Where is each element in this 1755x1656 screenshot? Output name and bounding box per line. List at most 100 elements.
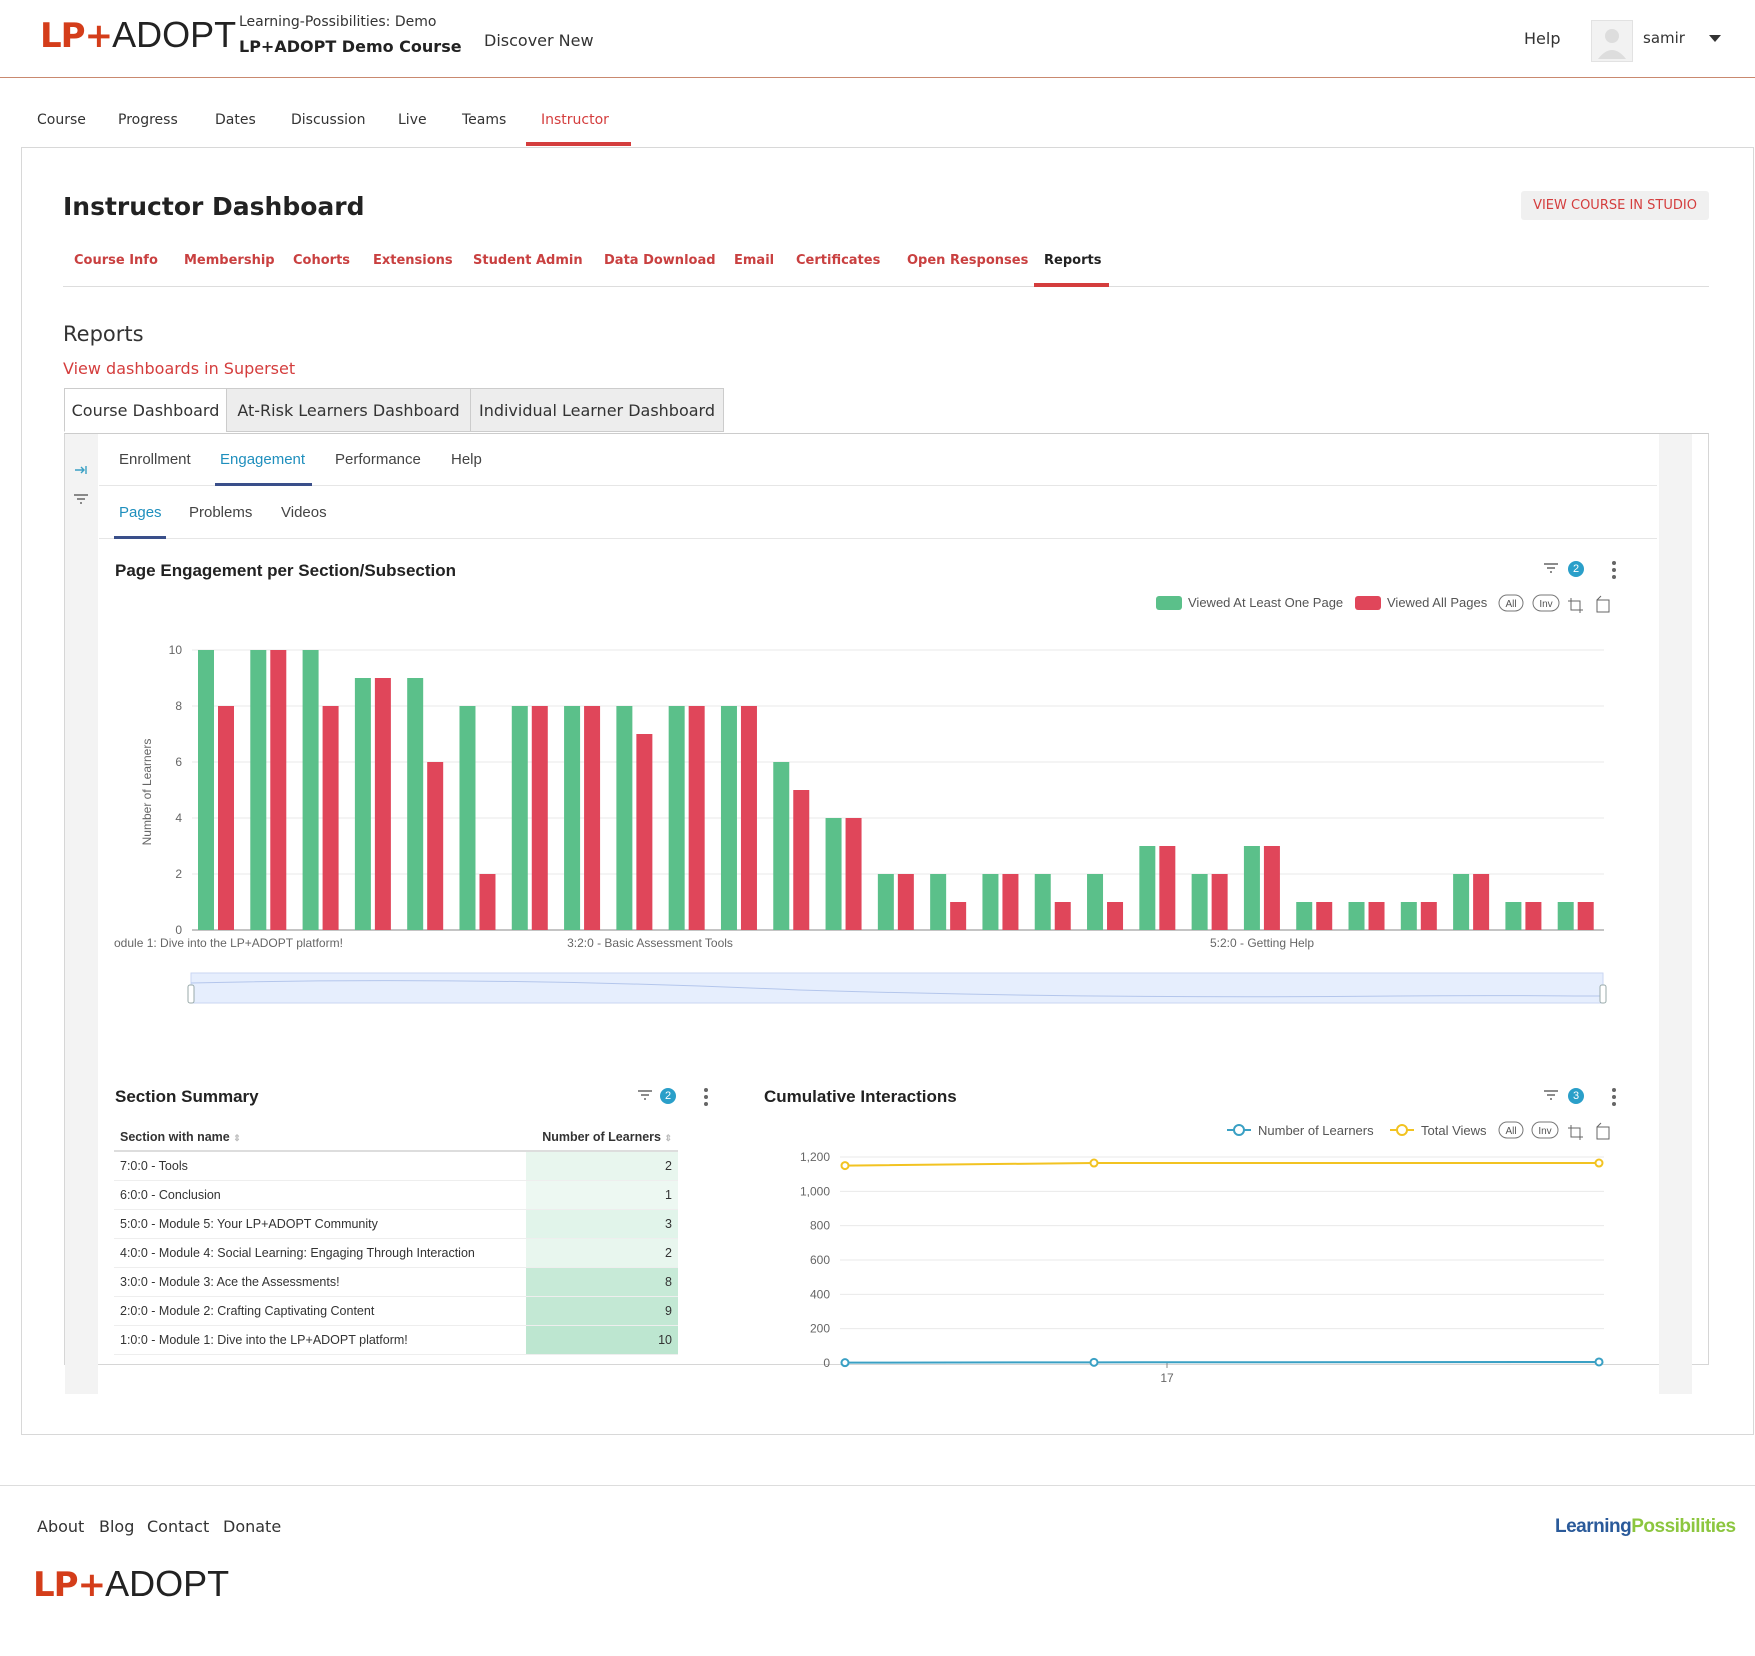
bar-viewed-one[interactable] (198, 650, 214, 930)
tab-instructor[interactable]: Instructor (541, 112, 609, 128)
series-line[interactable] (844, 1162, 1599, 1167)
bar-viewed-all[interactable] (1368, 902, 1385, 930)
bar-viewed-one[interactable] (1087, 874, 1104, 930)
bar-viewed-all[interactable] (1263, 846, 1280, 930)
tab-cohorts[interactable]: Cohorts (293, 253, 351, 268)
data-zoom-slider[interactable] (187, 972, 1607, 1004)
zoom-handle-left[interactable] (187, 984, 195, 1004)
bar-viewed-all[interactable] (688, 706, 705, 930)
bar-viewed-all[interactable] (1002, 874, 1019, 930)
tab-course-dashboard[interactable]: Course Dashboard (64, 388, 227, 432)
bar-viewed-one[interactable] (1505, 902, 1522, 930)
bar-viewed-all[interactable] (479, 874, 496, 930)
bar-viewed-one[interactable] (1557, 902, 1574, 930)
tab-enrollment[interactable]: Enrollment (119, 451, 191, 468)
bar-viewed-one[interactable] (1191, 874, 1208, 930)
bar-viewed-all[interactable] (374, 678, 391, 930)
more-options-icon[interactable] (1611, 1088, 1617, 1106)
bar-viewed-one[interactable] (720, 706, 737, 930)
tab-open-responses[interactable]: Open Responses (907, 253, 1029, 268)
tab-reports[interactable]: Reports (1044, 253, 1102, 268)
bar-viewed-one[interactable] (930, 874, 947, 930)
footer-logo[interactable]: LP+ADOPT (33, 1563, 229, 1605)
legend-label-viewed-all[interactable]: Viewed All Pages (1387, 595, 1488, 610)
bar-viewed-one[interactable] (407, 678, 424, 930)
zoom-reset-icon[interactable] (1596, 1122, 1610, 1140)
tab-at-risk-dashboard[interactable]: At-Risk Learners Dashboard (226, 388, 471, 432)
table-row[interactable]: 6:0:0 - Conclusion 1 (114, 1180, 678, 1210)
tab-individual-learner-dashboard[interactable]: Individual Learner Dashboard (470, 388, 724, 432)
table-row[interactable]: 2:0:0 - Module 2: Crafting Captivating C… (114, 1296, 678, 1326)
filter-count-badge[interactable]: 3 (1568, 1088, 1584, 1104)
legend-inv-pill[interactable] (1532, 594, 1560, 612)
zoom-icon[interactable] (1568, 1125, 1583, 1140)
tab-email[interactable]: Email (734, 253, 775, 268)
bar-viewed-one[interactable] (1400, 902, 1417, 930)
learning-possibilities-logo[interactable]: LearningPossibilities (1555, 1516, 1736, 1538)
col-section-header[interactable]: Section with name ⇕ (114, 1124, 526, 1152)
legend-label-learners[interactable]: Number of Learners (1258, 1123, 1374, 1138)
bar-viewed-all[interactable] (270, 650, 287, 930)
filter-count-badge[interactable]: 2 (1568, 561, 1584, 577)
footer-link-donate[interactable]: Donate (223, 1517, 282, 1536)
footer-link-blog[interactable]: Blog (99, 1517, 135, 1536)
bar-viewed-all[interactable] (1159, 846, 1176, 930)
bar-viewed-all[interactable] (531, 706, 548, 930)
legend-swatch-red[interactable] (1355, 596, 1381, 610)
tab-problems[interactable]: Problems (189, 504, 253, 521)
bar-viewed-one[interactable] (773, 762, 790, 930)
tab-pages[interactable]: Pages (119, 504, 162, 521)
view-in-studio-button[interactable]: VIEW COURSE IN STUDIO (1521, 191, 1709, 220)
tab-dates[interactable]: Dates (215, 112, 256, 128)
bar-viewed-all[interactable] (1420, 902, 1437, 930)
tab-course[interactable]: Course (37, 112, 86, 128)
footer-link-contact[interactable]: Contact (147, 1517, 210, 1536)
bar-viewed-one[interactable] (1348, 902, 1365, 930)
col-learners-header[interactable]: Number of Learners ⇕ (526, 1124, 678, 1152)
bar-viewed-one[interactable] (459, 706, 476, 930)
series-point[interactable] (840, 1358, 850, 1368)
series-point[interactable] (1089, 1357, 1099, 1367)
bar-viewed-one[interactable] (1139, 846, 1156, 930)
table-row[interactable]: 4:0:0 - Module 4: Social Learning: Engag… (114, 1238, 678, 1268)
bar-viewed-all[interactable] (950, 902, 967, 930)
zoom-track[interactable] (190, 972, 1604, 1004)
bar-viewed-one[interactable] (982, 874, 999, 930)
tab-performance[interactable]: Performance (335, 451, 421, 468)
tab-course-info[interactable]: Course Info (74, 253, 158, 268)
bar-viewed-one[interactable] (668, 706, 685, 930)
series-line[interactable] (844, 1360, 1600, 1364)
bar-viewed-all[interactable] (1054, 902, 1071, 930)
bar-viewed-all[interactable] (636, 734, 653, 930)
filter-icon[interactable] (637, 1089, 653, 1101)
bar-viewed-all[interactable] (427, 762, 444, 930)
bar-viewed-all[interactable] (1577, 902, 1594, 930)
legend-label-views[interactable]: Total Views (1421, 1123, 1487, 1138)
legend-label-viewed-one[interactable]: Viewed At Least One Page (1188, 595, 1343, 610)
expand-filters-icon[interactable] (73, 464, 89, 476)
legend-all-pill[interactable] (1498, 594, 1524, 612)
zoom-reset-icon[interactable] (1596, 595, 1610, 613)
bar-viewed-one[interactable] (302, 650, 319, 930)
tab-videos[interactable]: Videos (281, 504, 327, 521)
bar-viewed-all[interactable] (1316, 902, 1333, 930)
tab-progress[interactable]: Progress (118, 112, 178, 128)
series-point[interactable] (1594, 1158, 1604, 1168)
legend-all-pill[interactable] (1498, 1121, 1524, 1139)
bar-viewed-one[interactable] (511, 706, 528, 930)
filter-icon[interactable] (73, 493, 89, 505)
bar-viewed-all[interactable] (1107, 902, 1124, 930)
bar-viewed-one[interactable] (877, 874, 894, 930)
site-logo[interactable]: LP+ADOPT (40, 14, 236, 56)
table-row[interactable]: 7:0:0 - Tools 2 (114, 1151, 678, 1181)
table-row[interactable]: 1:0:0 - Module 1: Dive into the LP+ADOPT… (114, 1325, 678, 1355)
bar-viewed-all[interactable] (218, 706, 234, 930)
table-row[interactable]: 3:0:0 - Module 3: Ace the Assessments! 8 (114, 1267, 678, 1297)
tab-extensions[interactable]: Extensions (373, 253, 453, 268)
bar-viewed-all[interactable] (322, 706, 339, 930)
username[interactable]: samir (1643, 29, 1685, 47)
bar-viewed-all[interactable] (1473, 874, 1490, 930)
bar-viewed-all[interactable] (1211, 874, 1228, 930)
help-link[interactable]: Help (1524, 29, 1561, 48)
filter-count-badge[interactable]: 2 (660, 1088, 676, 1104)
